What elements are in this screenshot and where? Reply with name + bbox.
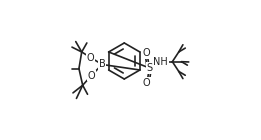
Text: S: S: [146, 63, 152, 73]
Text: O: O: [143, 48, 150, 58]
Text: O: O: [88, 71, 95, 80]
Text: NH: NH: [153, 57, 168, 67]
Text: B: B: [99, 60, 105, 69]
Text: O: O: [87, 52, 94, 63]
Text: O: O: [143, 78, 150, 88]
